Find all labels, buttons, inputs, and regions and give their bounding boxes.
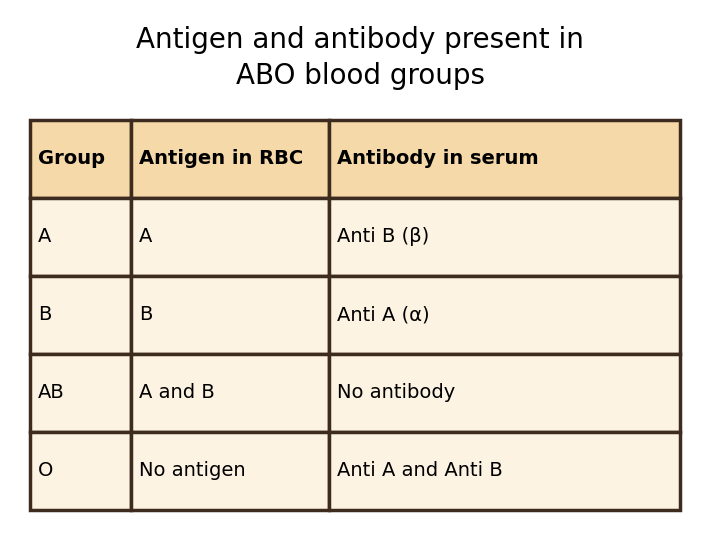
Text: Anti A (α): Anti A (α) (337, 306, 430, 325)
Bar (30, 276, 131, 354)
Bar (131, 432, 329, 510)
Text: Anti B (β): Anti B (β) (337, 227, 429, 246)
Text: A: A (38, 227, 51, 246)
Text: B: B (139, 306, 152, 325)
Text: Group: Group (38, 150, 105, 168)
Text: No antibody: No antibody (337, 383, 455, 402)
Text: O: O (38, 462, 53, 481)
Text: Anti A and Anti B: Anti A and Anti B (337, 462, 503, 481)
Bar (131, 354, 329, 432)
Bar (30, 120, 131, 198)
Bar (329, 354, 680, 432)
Bar (131, 276, 329, 354)
Bar (30, 354, 131, 432)
Text: Antigen and antibody present in
ABO blood groups: Antigen and antibody present in ABO bloo… (136, 25, 584, 90)
Text: No antigen: No antigen (139, 462, 246, 481)
Text: B: B (38, 306, 51, 325)
Bar (329, 432, 680, 510)
Bar (30, 198, 131, 276)
Text: Antigen in RBC: Antigen in RBC (139, 150, 303, 168)
Text: Antibody in serum: Antibody in serum (337, 150, 539, 168)
Text: A: A (139, 227, 152, 246)
Bar (131, 120, 329, 198)
Text: AB: AB (38, 383, 65, 402)
Bar (131, 198, 329, 276)
Bar (329, 276, 680, 354)
Text: A and B: A and B (139, 383, 215, 402)
Bar (329, 198, 680, 276)
Bar (329, 120, 680, 198)
Bar (30, 432, 131, 510)
